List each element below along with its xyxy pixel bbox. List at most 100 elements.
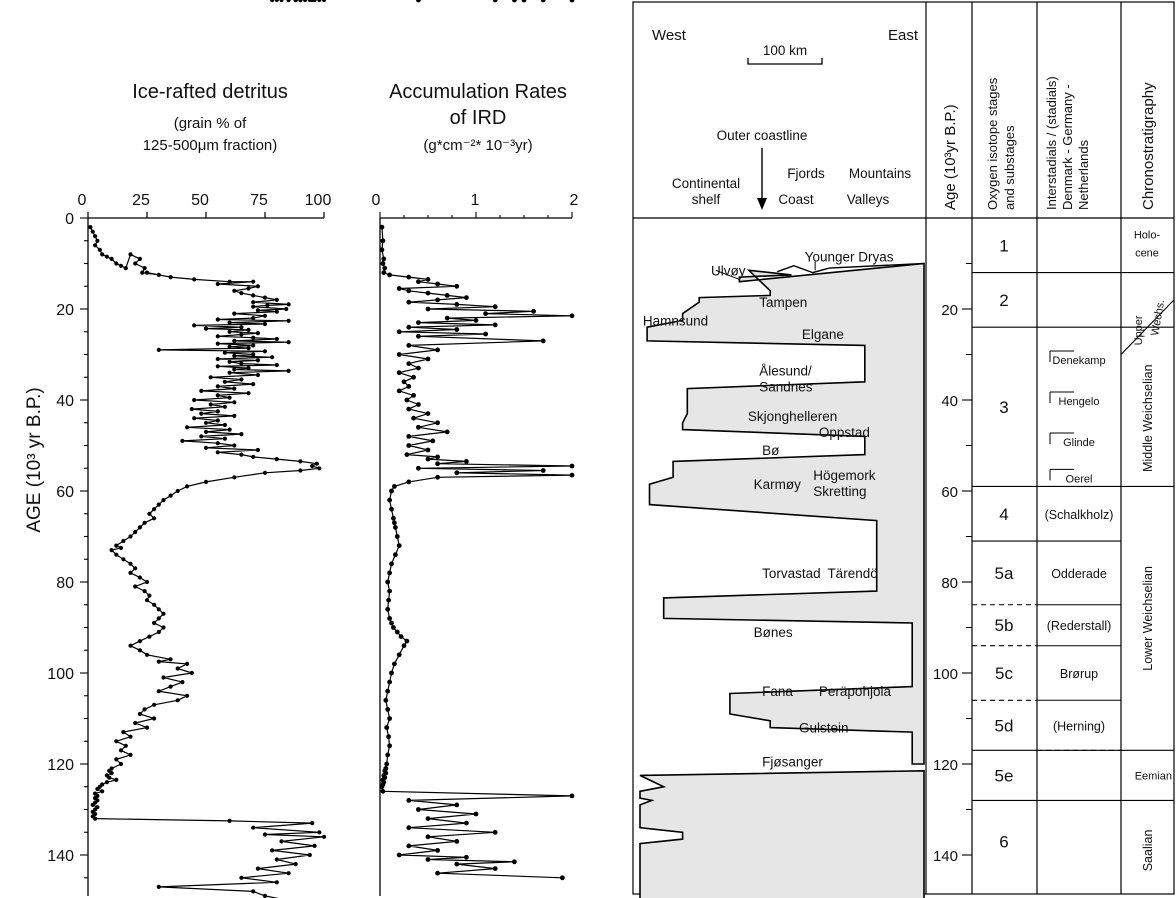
- interstadial-label: Glinde: [1063, 437, 1095, 449]
- acc-point: [401, 643, 407, 649]
- ird-point: [215, 364, 220, 369]
- ird-point: [168, 493, 173, 498]
- acc-point: [387, 743, 392, 749]
- ird-point: [274, 857, 279, 862]
- ird-point: [239, 452, 244, 457]
- ird-xtick: 50: [191, 192, 209, 209]
- ird-point: [255, 866, 260, 871]
- event-label: Tampen: [759, 295, 807, 310]
- upper-label-2: Wechs.: [1149, 299, 1167, 337]
- ird-point: [137, 256, 142, 261]
- ird-point: [255, 372, 260, 378]
- holocene-label-1: Holo-: [1134, 229, 1161, 241]
- acc-point: [389, 488, 394, 494]
- event-label: Fjøsanger: [762, 755, 823, 770]
- acc-point: [387, 716, 392, 721]
- coastline-arrow-head: [757, 198, 767, 210]
- ird-point: [93, 243, 98, 248]
- acc-point: [425, 447, 431, 453]
- ird-point: [152, 702, 157, 707]
- ird-point: [107, 775, 112, 780]
- ird-point: [88, 225, 93, 230]
- acc-point: [540, 0, 546, 3]
- ird-point: [114, 757, 119, 762]
- ird-yticks: 0 20 40 60 80 100 120 140: [47, 211, 74, 865]
- ird-point: [317, 830, 322, 835]
- stage-label: 2: [999, 291, 1008, 310]
- event-label: Bø: [762, 443, 779, 458]
- ird-point: [227, 395, 232, 400]
- ird-point: [97, 247, 102, 252]
- ird-point: [199, 434, 204, 439]
- acc-point: [394, 629, 400, 635]
- ird-point: [227, 427, 232, 432]
- acc-point: [416, 333, 421, 339]
- ird-point: [137, 711, 142, 717]
- acc-point: [406, 406, 412, 412]
- acc-point: [404, 397, 410, 403]
- ird-point: [156, 607, 161, 612]
- ird-point: [270, 355, 275, 360]
- acc-point: [406, 299, 412, 305]
- ird-point: [192, 277, 197, 282]
- acc-point: [569, 0, 575, 3]
- ird-point: [114, 552, 119, 557]
- ird-point: [284, 306, 289, 312]
- lower-weichselian-label: Lower Weichselian: [1141, 566, 1155, 671]
- acc-point: [406, 343, 412, 348]
- age-tick-label: 80: [941, 575, 958, 592]
- acc-point: [416, 465, 421, 471]
- acc-point: [444, 315, 450, 321]
- ird-point: [215, 334, 220, 339]
- ird-point: [100, 789, 105, 794]
- ird-point: [208, 402, 213, 407]
- acc-point: [398, 634, 404, 639]
- acc-point: [512, 859, 517, 865]
- ird-point: [215, 341, 220, 346]
- ird-point: [215, 450, 220, 455]
- ird-point: [215, 393, 220, 398]
- ird-point: [251, 279, 256, 284]
- acc-point: [393, 552, 398, 558]
- stages-header-1: Oxygen isotope stages: [985, 77, 1000, 210]
- ird-point: [118, 761, 124, 767]
- ird-point: [255, 331, 260, 336]
- ird-point: [147, 593, 152, 598]
- acc-point: [393, 525, 398, 530]
- ird-point: [227, 818, 232, 824]
- ird-point: [203, 420, 209, 425]
- ird-point: [262, 349, 268, 354]
- ird-title: Ice-rafted detritus: [132, 81, 288, 103]
- ird-point: [128, 734, 133, 739]
- acc-point: [396, 329, 402, 335]
- event-label: Tärendö: [827, 566, 877, 581]
- chrono-diagonal: [1120, 299, 1175, 355]
- age-column: 20 40 60 80 100 120 140: [933, 263, 972, 865]
- acc-point: [483, 311, 488, 316]
- ird-point: [185, 693, 190, 698]
- ird-point: [215, 441, 220, 446]
- ird-point: [152, 620, 157, 626]
- ird-point: [114, 739, 119, 744]
- acc-point: [473, 811, 479, 817]
- ird-ytick-label: 120: [47, 757, 74, 774]
- ird-point: [137, 648, 142, 653]
- ulvoy-pointer: [715, 269, 740, 280]
- ird-point: [168, 657, 173, 662]
- acc-point: [425, 857, 431, 862]
- ird-point: [161, 625, 166, 630]
- ird-point: [185, 425, 190, 430]
- ird-point: [307, 0, 312, 3]
- mountains-label: Mountains: [849, 166, 912, 181]
- ird-point: [232, 367, 237, 372]
- acc-subtitle: (g*cm⁻²* 10⁻³yr): [423, 137, 532, 154]
- ird-point: [208, 375, 213, 380]
- ird-point: [262, 313, 268, 318]
- ird-point: [227, 359, 232, 364]
- acc-point: [387, 272, 392, 278]
- ird-point: [227, 329, 232, 334]
- ird-point: [307, 852, 312, 858]
- interstadial-label: (Herning): [1053, 719, 1105, 733]
- acc-point: [425, 816, 431, 821]
- chrono-header: Chronostratigraphy: [1140, 82, 1157, 210]
